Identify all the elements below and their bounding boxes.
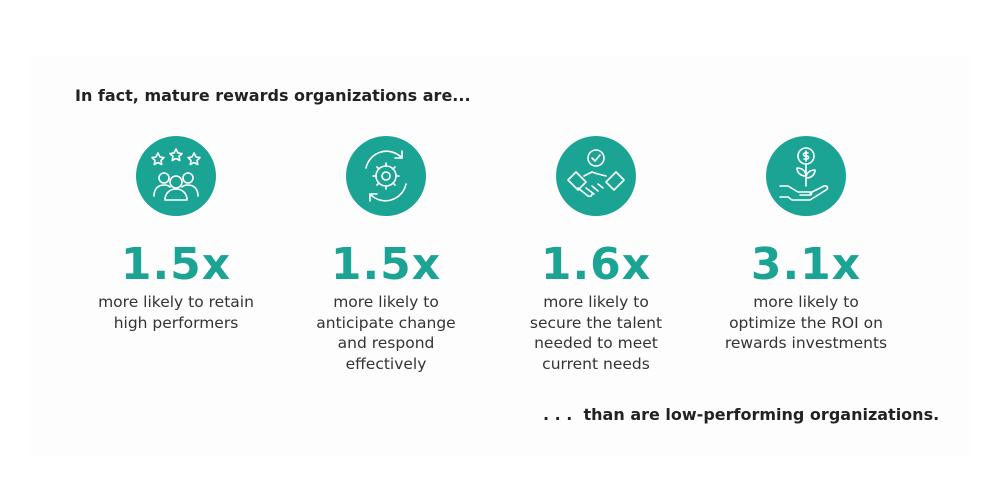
stat-description: more likely to [333,293,439,311]
stat-column: 1.6x more likely to secure the talent neede… [491,238,701,374]
stat-column: 1.5x more likely to retain high performers [71,238,281,333]
stat-description: needed to meet [534,334,658,352]
stat-value: 1.5x [330,239,442,290]
icon-change [346,136,426,216]
stat-column: 1.5x more likely to anticipate change and r… [281,238,491,374]
stat-description: more likely to [543,293,649,311]
stat-description: optimize the ROI on [729,313,883,332]
icon-talent [556,136,636,216]
stat-value: 1.6x [540,239,652,290]
panel [30,55,970,455]
stat-description: anticipate change [316,313,456,332]
stat-column: 3.1x more likely to optimize the ROI on rew… [701,238,911,354]
stat-description: more likely to [753,293,859,311]
stat-description: current needs [542,354,650,373]
stat-description: high performers [113,313,239,332]
heading: In fact, mature rewards organizations ar… [75,86,471,105]
stat-description: effectively [345,354,427,373]
icon-roi [766,136,846,216]
stat-description: rewards investments [724,334,888,352]
footer: . . . than are low-performing organizati… [543,405,940,424]
icon-performers [136,136,216,216]
stat-description: secure the talent [529,313,663,332]
stat-value: 3.1x [750,239,862,290]
stat-description: and respond [337,334,435,352]
stat-value: 1.5x [120,239,232,290]
stat-description: more likely to retain [98,293,254,311]
